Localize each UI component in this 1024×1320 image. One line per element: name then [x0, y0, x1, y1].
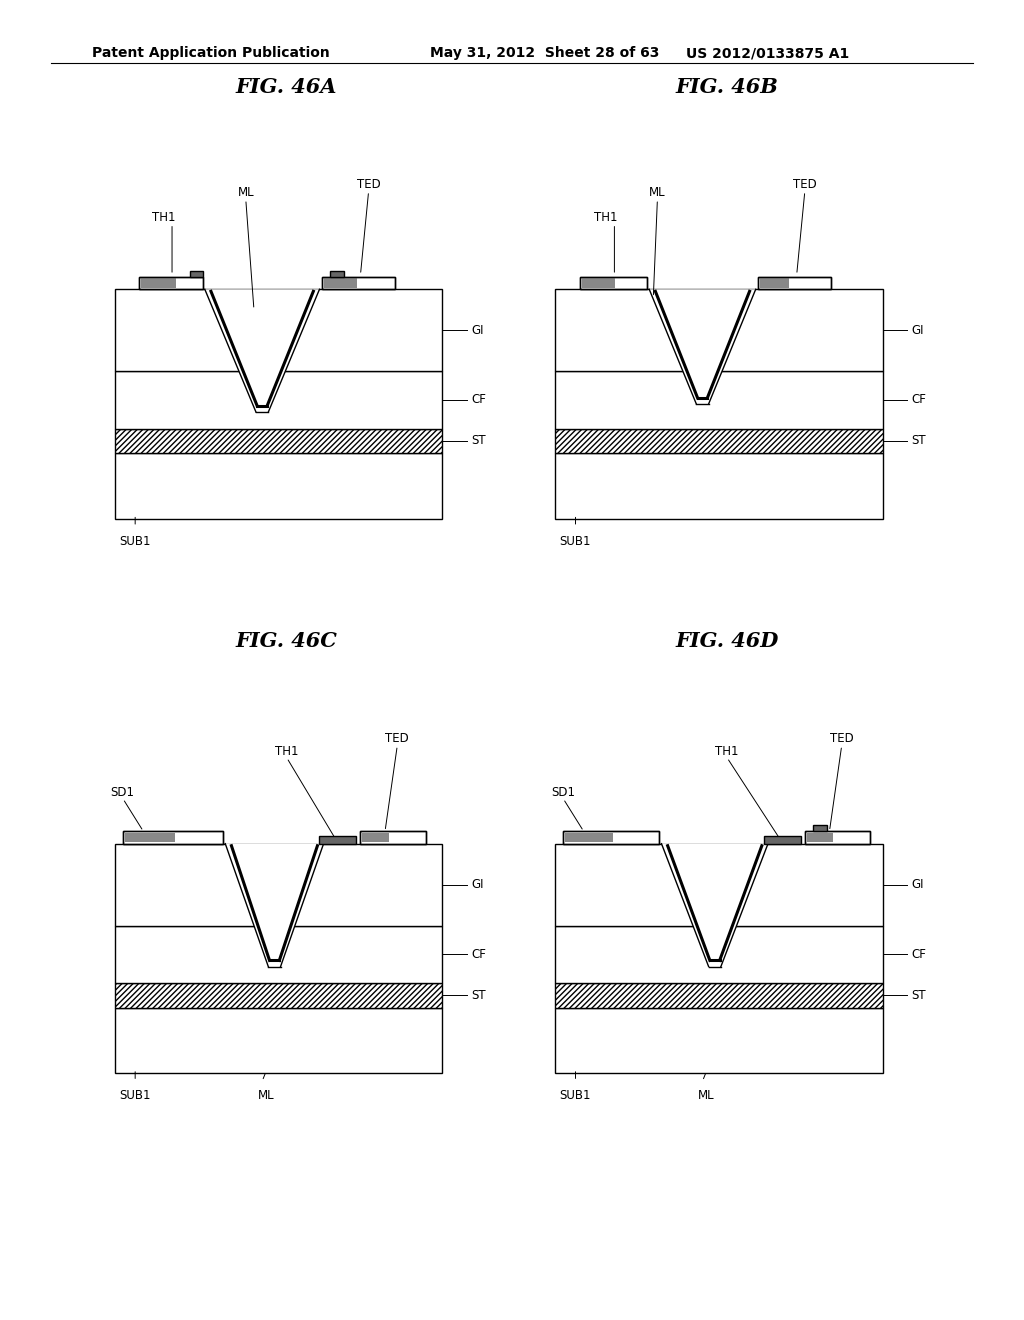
Bar [115, 371, 442, 429]
Text: ST: ST [471, 989, 485, 1002]
Bar [115, 453, 442, 519]
Bar [362, 833, 389, 842]
Bar [807, 833, 834, 842]
Text: SUB1: SUB1 [559, 1089, 591, 1102]
Text: SD1: SD1 [111, 785, 134, 799]
Text: FIG. 46B: FIG. 46B [676, 77, 778, 96]
Text: CF: CF [911, 948, 927, 961]
Text: TED: TED [385, 733, 410, 746]
Text: TH1: TH1 [153, 211, 175, 223]
Text: TED: TED [356, 178, 381, 191]
Text: SUB1: SUB1 [559, 535, 591, 548]
Text: CF: CF [471, 393, 486, 407]
Bar [555, 925, 883, 983]
Text: US 2012/0133875 A1: US 2012/0133875 A1 [686, 46, 849, 61]
Text: TED: TED [829, 733, 854, 746]
Bar [758, 277, 831, 289]
Text: GI: GI [911, 878, 924, 891]
Bar [330, 271, 344, 277]
Bar [758, 277, 831, 289]
Polygon shape [649, 289, 756, 404]
Bar [190, 271, 203, 277]
Bar [115, 843, 442, 925]
Bar [115, 983, 442, 1007]
Text: ML: ML [258, 1089, 274, 1102]
Text: TED: TED [793, 178, 817, 191]
Text: ML: ML [698, 1089, 715, 1102]
Bar [115, 925, 442, 983]
Text: GI: GI [911, 323, 924, 337]
Bar [123, 832, 223, 843]
Bar [123, 832, 223, 843]
Bar [322, 277, 395, 289]
Bar [580, 277, 647, 289]
Bar [139, 277, 203, 289]
Bar [555, 371, 883, 429]
Bar [805, 832, 870, 843]
Text: FIG. 46A: FIG. 46A [236, 77, 338, 96]
Bar [115, 429, 442, 453]
Text: ST: ST [911, 989, 926, 1002]
Text: ST: ST [471, 434, 485, 447]
Bar [324, 279, 356, 288]
Bar [565, 833, 613, 842]
Bar [760, 279, 790, 288]
Bar [125, 833, 175, 842]
Text: Patent Application Publication: Patent Application Publication [92, 46, 330, 61]
Bar [563, 832, 659, 843]
Text: TH1: TH1 [716, 744, 738, 758]
Bar [582, 279, 615, 288]
Bar [141, 279, 176, 288]
Text: CF: CF [471, 948, 486, 961]
Bar [555, 843, 883, 925]
Text: FIG. 46C: FIG. 46C [236, 631, 338, 651]
Bar [115, 1007, 442, 1073]
Text: FIG. 46D: FIG. 46D [676, 631, 778, 651]
Text: CF: CF [911, 393, 927, 407]
Bar [813, 825, 827, 832]
Text: SD1: SD1 [551, 785, 574, 799]
Bar [115, 289, 442, 371]
Text: GI: GI [471, 878, 483, 891]
Bar [322, 277, 395, 289]
Bar [805, 832, 870, 843]
Bar [360, 832, 426, 843]
Text: May 31, 2012  Sheet 28 of 63: May 31, 2012 Sheet 28 of 63 [430, 46, 659, 61]
Bar [555, 453, 883, 519]
Text: ST: ST [911, 434, 926, 447]
Bar [555, 429, 883, 453]
Text: ML: ML [238, 186, 254, 199]
Bar [555, 289, 883, 371]
Bar [555, 1007, 883, 1073]
Text: ML: ML [649, 186, 666, 199]
Polygon shape [225, 843, 324, 966]
Bar [764, 837, 801, 843]
Polygon shape [205, 289, 319, 412]
Text: SUB1: SUB1 [119, 1089, 151, 1102]
Text: GI: GI [471, 323, 483, 337]
Text: SUB1: SUB1 [119, 535, 151, 548]
Text: TH1: TH1 [595, 211, 617, 223]
Bar [563, 832, 659, 843]
Text: TH1: TH1 [275, 744, 298, 758]
Bar [139, 277, 203, 289]
Bar [360, 832, 426, 843]
Polygon shape [662, 843, 768, 966]
Bar [319, 837, 356, 843]
Bar [555, 983, 883, 1007]
Bar [580, 277, 647, 289]
